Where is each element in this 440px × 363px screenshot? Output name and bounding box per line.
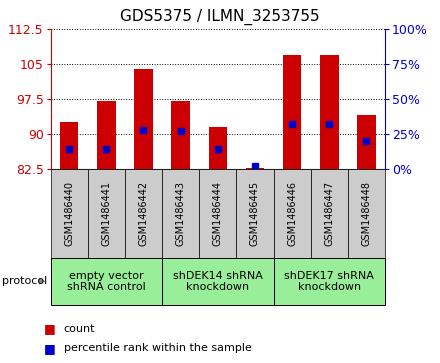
Bar	[283, 55, 301, 169]
Bar	[60, 122, 78, 169]
Text: GSM1486441: GSM1486441	[101, 181, 111, 246]
Text: GSM1486443: GSM1486443	[176, 181, 186, 246]
Text: ■: ■	[44, 342, 56, 355]
Text: shDEK14 shRNA
knockdown: shDEK14 shRNA knockdown	[173, 270, 263, 292]
Bar	[209, 127, 227, 169]
Bar	[357, 115, 376, 169]
Text: protocol: protocol	[2, 276, 48, 286]
Text: percentile rank within the sample: percentile rank within the sample	[64, 343, 252, 354]
Bar	[320, 55, 338, 169]
Text: empty vector
shRNA control: empty vector shRNA control	[67, 270, 146, 292]
Bar	[246, 168, 264, 169]
Text: GSM1486445: GSM1486445	[250, 181, 260, 246]
Text: shDEK17 shRNA
knockdown: shDEK17 shRNA knockdown	[284, 270, 374, 292]
Text: GSM1486447: GSM1486447	[324, 181, 334, 246]
Text: GSM1486440: GSM1486440	[64, 181, 74, 246]
Text: GDS5375 / ILMN_3253755: GDS5375 / ILMN_3253755	[120, 9, 320, 25]
Bar	[171, 101, 190, 169]
Text: GSM1486444: GSM1486444	[213, 181, 223, 246]
Bar	[97, 101, 116, 169]
Text: ■: ■	[44, 322, 56, 335]
Text: GSM1486448: GSM1486448	[361, 181, 371, 246]
Text: GSM1486442: GSM1486442	[139, 181, 148, 246]
Text: GSM1486446: GSM1486446	[287, 181, 297, 246]
Text: count: count	[64, 323, 95, 334]
Bar	[134, 69, 153, 169]
